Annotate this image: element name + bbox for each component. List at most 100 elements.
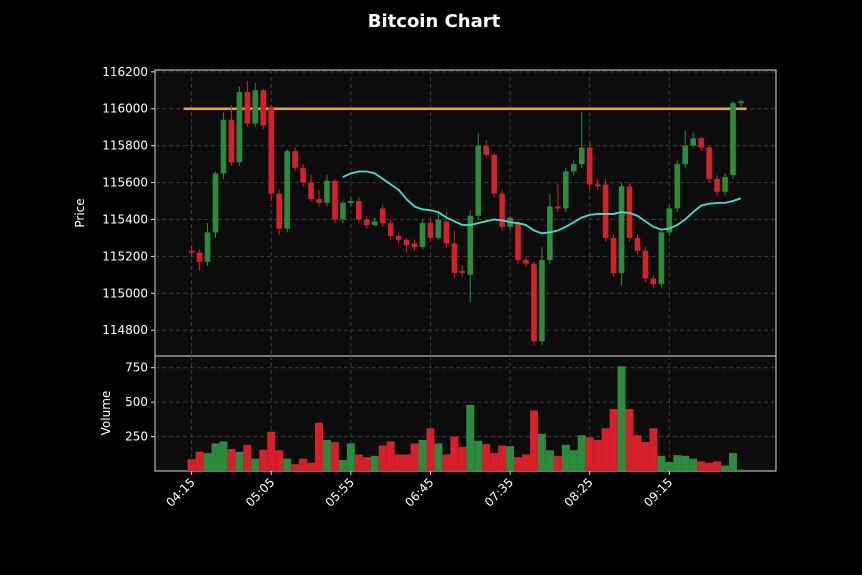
volume-bar — [307, 462, 316, 471]
candle-body — [411, 243, 418, 248]
volume-bar — [275, 450, 284, 471]
candle-body — [300, 167, 306, 183]
volume-bar — [187, 459, 196, 471]
x-tick-label: 08:25 — [561, 475, 595, 509]
volume-bar — [522, 454, 530, 471]
candle-body — [419, 223, 426, 248]
candle-body — [403, 239, 410, 246]
candle-body — [531, 263, 537, 342]
volume-bar — [338, 459, 347, 471]
candle-body — [698, 138, 704, 148]
candle-body — [316, 199, 322, 203]
volume-axis-label: Volume — [99, 391, 113, 436]
volume-bar — [410, 443, 419, 471]
volume-bar — [283, 458, 292, 471]
volume-bar — [203, 453, 212, 471]
x-tick-label: 06:45 — [402, 475, 436, 509]
candle-body — [228, 119, 235, 163]
candle-body — [626, 186, 633, 238]
volume-bar — [625, 409, 634, 471]
volume-bar — [577, 435, 586, 471]
y-tick-label: 115000 — [102, 286, 148, 300]
volume-bar — [330, 442, 339, 471]
volume-bar — [529, 410, 538, 471]
volume-bar — [259, 449, 268, 471]
volume-bar — [346, 443, 355, 471]
volume-bar — [689, 458, 698, 471]
y-tick-label: 116000 — [102, 102, 148, 116]
volume-bar — [665, 462, 674, 471]
volume-bar — [553, 455, 562, 471]
volume-bar — [514, 457, 523, 471]
candle-body — [722, 177, 728, 192]
volume-bar — [322, 440, 331, 471]
volume-bar — [729, 453, 737, 471]
volume-bar — [649, 428, 658, 471]
candle-body — [563, 171, 569, 209]
volume-bar — [537, 433, 546, 471]
candle-body — [308, 182, 314, 200]
y-tick-label: 115200 — [102, 249, 148, 263]
candle-body — [236, 92, 243, 163]
volume-bar — [243, 444, 252, 471]
volume-bar — [721, 465, 730, 471]
volume-bar — [569, 450, 578, 471]
candle-body — [467, 215, 474, 275]
y-tick-label: 250 — [125, 430, 148, 444]
candle-body — [610, 237, 617, 273]
candle-body — [539, 260, 545, 342]
y-axis-label: Price — [73, 198, 87, 227]
volume-bar — [235, 451, 244, 471]
volume-bar — [386, 441, 395, 471]
candle-body — [427, 223, 434, 238]
candle-body — [292, 151, 298, 168]
volume-bar — [713, 461, 722, 471]
volume-bar — [561, 444, 570, 471]
chart-title: Bitcoin Chart — [368, 11, 501, 32]
y-tick-label: 750 — [125, 361, 148, 375]
volume-bar — [418, 440, 427, 471]
candle-body — [730, 103, 736, 176]
candle-body — [594, 184, 601, 187]
candle-body — [332, 180, 338, 220]
candle-body — [570, 164, 577, 172]
candle-body — [475, 145, 482, 216]
candle-body — [650, 278, 657, 285]
volume-bar — [474, 440, 483, 471]
candle-body — [284, 151, 290, 229]
y-tick-label: 114800 — [102, 323, 148, 337]
candle-body — [212, 173, 219, 233]
candle-body — [523, 260, 529, 264]
candle-body — [451, 243, 458, 273]
volume-bar — [291, 464, 300, 471]
candle-body — [371, 221, 378, 225]
volume-bar — [506, 446, 515, 471]
volume-bar — [673, 455, 682, 471]
volume-bar — [354, 454, 363, 471]
volume-bar — [394, 454, 403, 471]
y-tick-label: 115800 — [102, 139, 148, 153]
candle-body — [395, 236, 402, 240]
volume-bar — [545, 450, 554, 471]
candle-body — [491, 154, 497, 194]
candle-body — [252, 90, 259, 124]
volume-bar — [617, 366, 626, 471]
volume-bar — [657, 455, 666, 471]
candle-body — [459, 271, 466, 273]
volume-bar — [426, 428, 435, 471]
volume-bar — [370, 455, 379, 471]
x-tick-label: 05:05 — [243, 475, 277, 509]
volume-bar — [362, 457, 371, 471]
volume-bar — [466, 404, 475, 471]
volume-bar — [219, 441, 228, 471]
y-tick-label: 116200 — [102, 65, 148, 79]
volume-bar — [299, 458, 308, 471]
volume-bar — [681, 455, 690, 471]
volume-bar — [482, 444, 491, 471]
volume-bar — [585, 437, 594, 471]
candle-body — [204, 232, 211, 262]
volume-bar — [267, 431, 276, 471]
candle-body — [324, 180, 330, 203]
volume-bar — [498, 445, 507, 471]
